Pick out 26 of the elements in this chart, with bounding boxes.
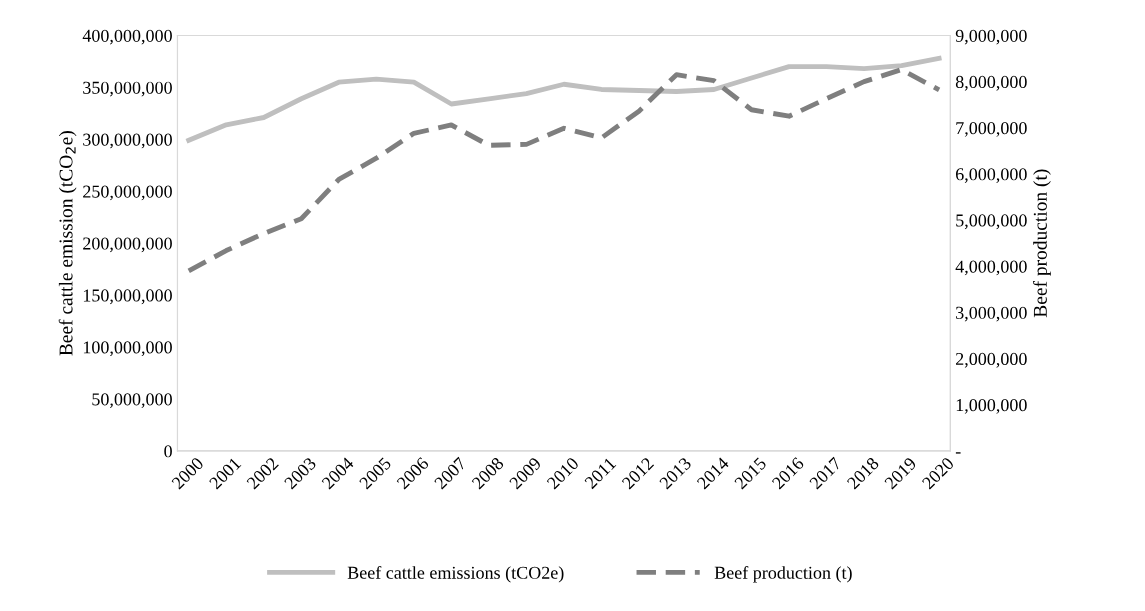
legend-label: Beef cattle emissions (tCO2e) — [347, 565, 564, 583]
y-tick-label: 150,000,000 — [83, 289, 172, 305]
y2-tick-label: 6,000,000 — [955, 168, 1027, 183]
y2-tick-label: 2,000,000 — [956, 352, 1027, 368]
y2-tick-label: 5,000,000 — [956, 214, 1027, 230]
y2-tick-label: 7,000,000 — [956, 122, 1027, 137]
x-tick-label: 2011 — [584, 456, 617, 490]
y2-tick-label: 1,000,000 — [956, 399, 1027, 414]
y-tick-label: 0 — [164, 445, 172, 458]
y-tick-label: 100,000,000 — [83, 341, 172, 357]
y-tick-label: 350,000,000 — [83, 81, 172, 97]
legend-label: Beef production (t) — [714, 565, 852, 583]
y2-tick-label: 3,000,000 — [956, 306, 1027, 322]
y-tick-label: 400,000,000 — [82, 29, 172, 45]
y-tick-label: 50,000,000 — [92, 393, 172, 409]
line-series — [186, 55, 942, 143]
y2-tick-label: 4,000,000 — [955, 260, 1027, 276]
y2-tick-label: - — [955, 452, 961, 454]
y-tick-label: 250,000,000 — [83, 185, 172, 201]
y2-tick-label: 8,000,000 — [955, 75, 1027, 91]
line-series — [186, 67, 942, 274]
y-tick-label: 200,000,000 — [83, 237, 172, 253]
y2-axis-title: Beef production (t) — [1032, 169, 1051, 318]
y-tick-label: 300,000,000 — [83, 133, 172, 149]
y2-tick-label: 9,000,000 — [955, 29, 1027, 45]
y-axis-title: Beef cattle emission (tCO$_{2}$e) — [58, 131, 77, 356]
